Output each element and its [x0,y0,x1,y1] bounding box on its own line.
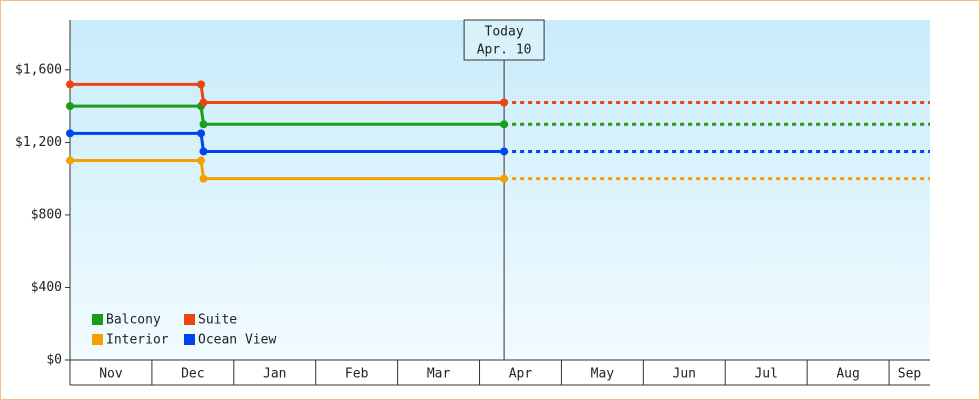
point [500,174,509,183]
plot-area [70,20,930,360]
y-tick-label: $400 [31,280,62,295]
today-label: Today [485,25,524,40]
legend-swatch [184,314,195,325]
point [199,120,208,129]
x-tick-label: Jun [673,367,696,382]
point [500,147,509,156]
point [199,147,208,156]
x-tick-label: Mar [427,367,451,382]
x-tick-label: Dec [181,367,204,382]
point [197,129,206,138]
y-tick-label: $0 [46,353,62,368]
point [66,102,74,111]
point [66,129,74,138]
point [197,80,206,89]
y-tick-label: $1,600 [15,62,62,77]
legend-label: Balcony [106,313,161,328]
today-box [463,19,545,61]
x-tick-label: Aug [836,367,859,382]
point [197,156,206,165]
point [500,98,509,107]
point [66,80,74,89]
x-tick-label: Jan [263,367,286,382]
series-line [70,82,505,105]
legend-swatch [92,334,103,345]
legend-label: Interior [106,333,169,348]
legend-swatch [92,314,103,325]
legend-label: Ocean View [198,333,276,348]
series-line [70,104,505,126]
x-tick-label: Jul [754,367,777,382]
x-tick-label: May [591,367,615,382]
point [199,174,208,183]
series-line [70,131,505,153]
y-tick-label: $800 [31,207,62,222]
today-sublabel: Apr. 10 [477,43,532,58]
x-tick-label: Nov [99,367,123,382]
legend-swatch [184,334,195,345]
point [500,120,509,129]
y-tick-label: $1,200 [15,135,62,150]
series-line [70,159,505,181]
legend-label: Suite [198,313,237,328]
point [199,98,208,107]
point [66,156,74,165]
x-tick-label: Apr [509,367,533,382]
x-tick-label: Sep [898,367,922,382]
x-tick-label: Feb [345,367,369,382]
